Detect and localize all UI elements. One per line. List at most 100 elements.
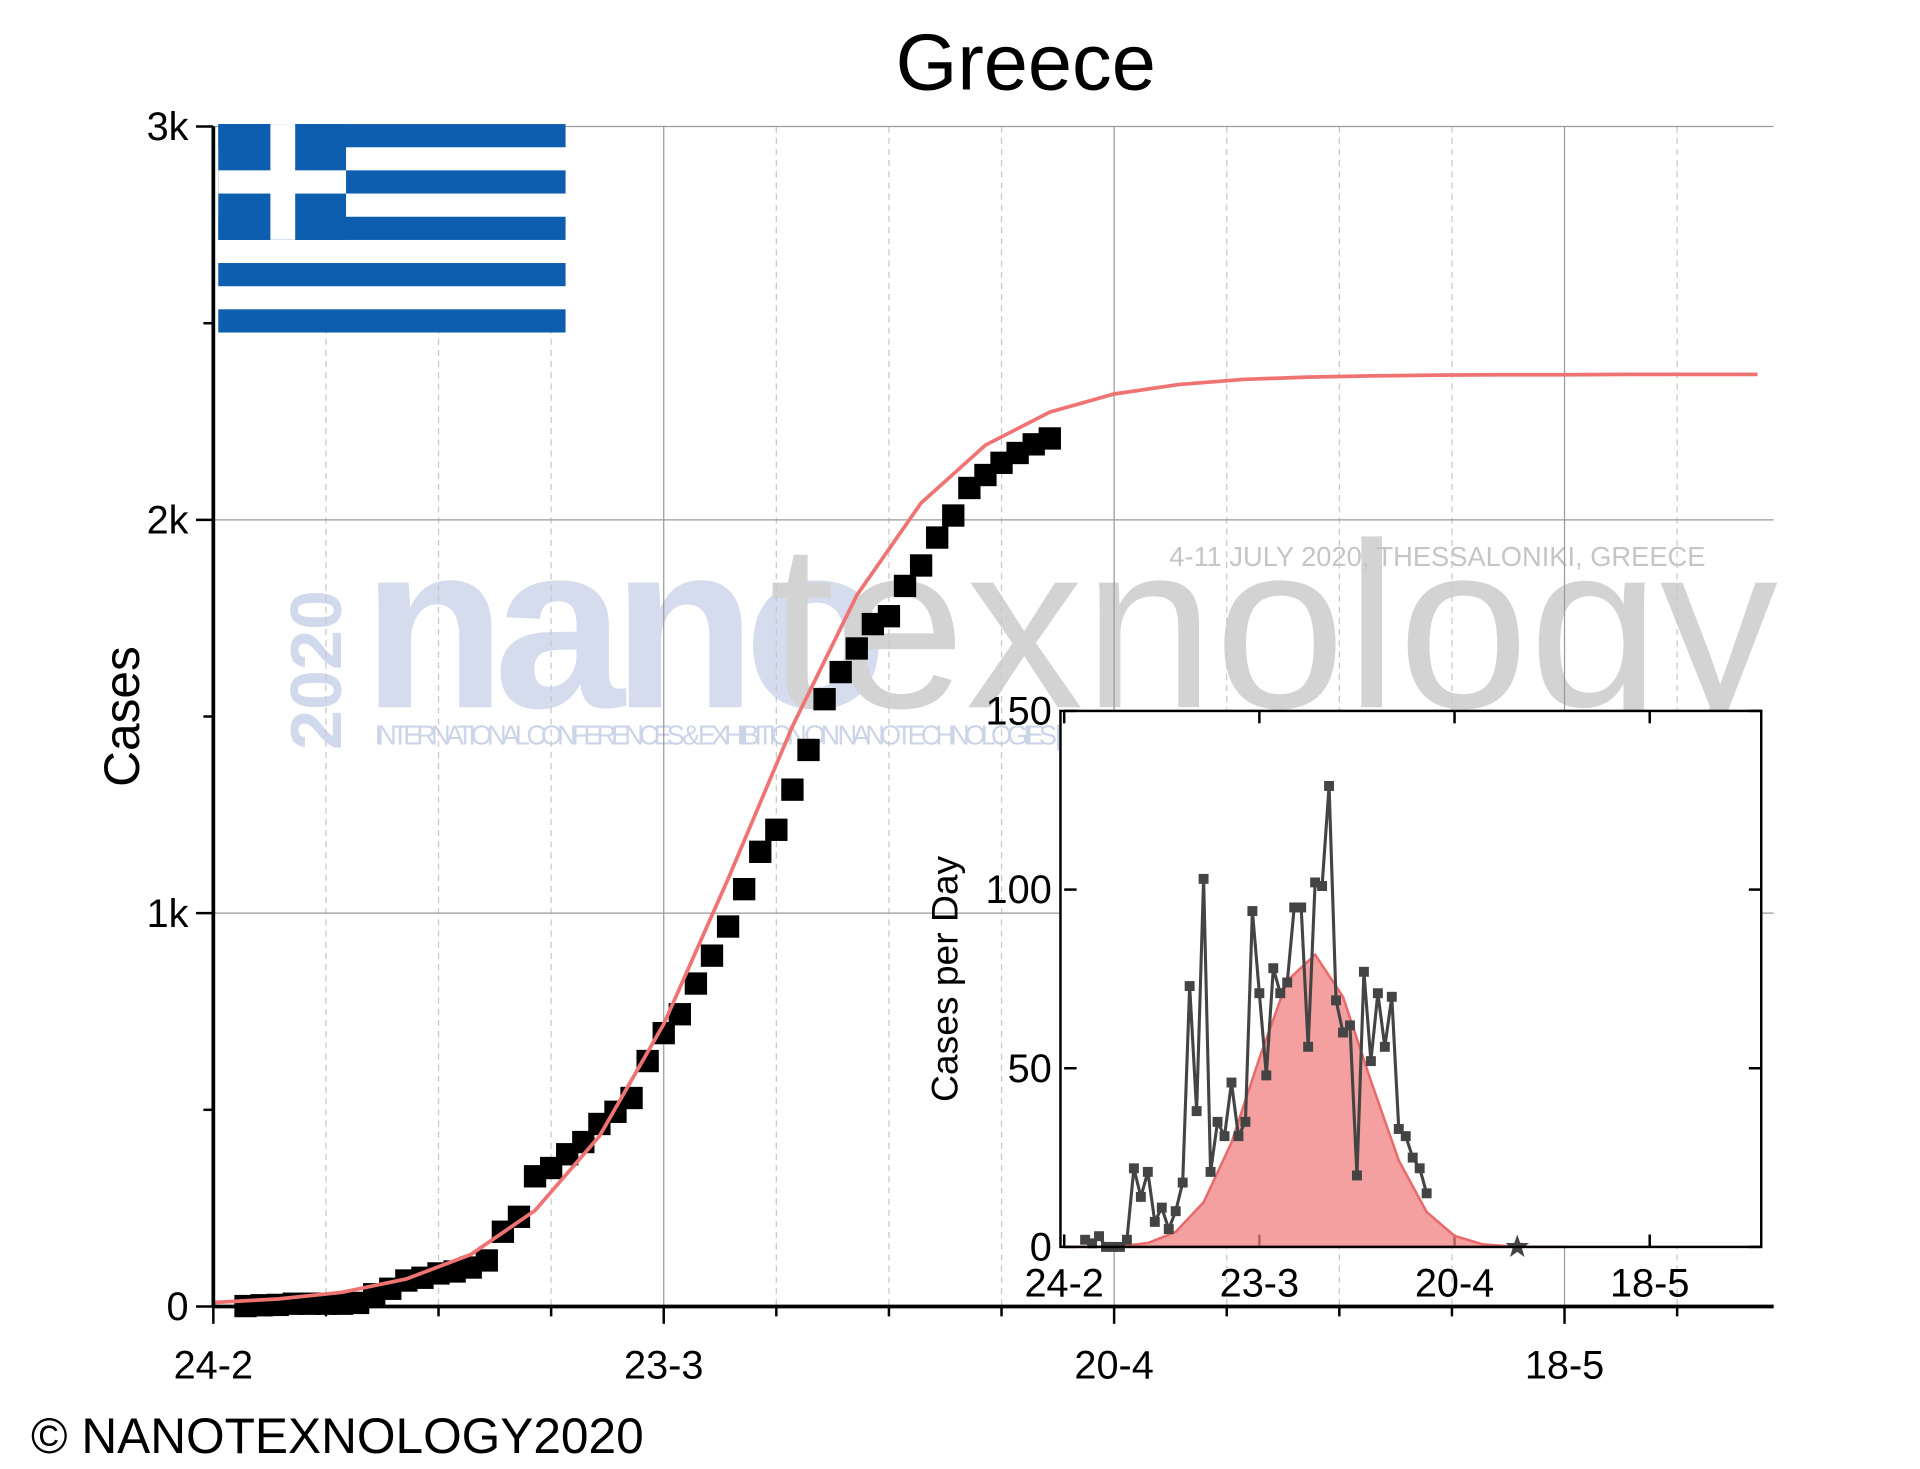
data-point bbox=[1400, 1131, 1411, 1142]
data-point bbox=[1240, 1116, 1251, 1127]
data-point bbox=[829, 660, 852, 684]
data-point bbox=[797, 738, 820, 762]
data-point bbox=[1163, 1224, 1174, 1235]
data-point bbox=[652, 1021, 675, 1045]
data-point bbox=[700, 944, 724, 967]
data-point bbox=[1205, 1166, 1216, 1177]
data-point bbox=[1351, 1170, 1362, 1181]
x-tick-label: 23-3 bbox=[624, 1343, 703, 1387]
plots: 24-2 23-3 20-4 18-5 0 1k 2k 3k Cases 24-2 23-3 20-4… bbox=[94, 105, 1774, 1387]
data-point bbox=[1317, 881, 1328, 891]
watermark-dates: 4-11 JULY 2020, THESSALONIKI, GREECE bbox=[1169, 541, 1705, 572]
y-tick-label: 1k bbox=[147, 892, 189, 936]
data-point bbox=[716, 915, 740, 938]
data-point bbox=[1184, 981, 1195, 992]
data-point bbox=[1149, 1216, 1160, 1227]
data-point bbox=[942, 504, 965, 527]
data-point bbox=[1198, 873, 1209, 884]
data-point bbox=[1247, 906, 1258, 916]
data-point bbox=[1087, 1238, 1098, 1249]
data-point bbox=[1407, 1152, 1418, 1163]
data-point bbox=[684, 972, 708, 995]
data-point bbox=[893, 574, 917, 598]
inset-chart: 24-2 23-3 20-4 18-5 0 50 100 150 Cases per Day bbox=[924, 690, 1763, 1306]
y-tick-label: 3k bbox=[147, 105, 189, 149]
data-point bbox=[1282, 977, 1293, 988]
data-point bbox=[1094, 1231, 1104, 1242]
x-tick-label: 23-3 bbox=[1220, 1262, 1299, 1306]
data-point bbox=[1268, 963, 1279, 974]
data-point bbox=[1212, 1116, 1223, 1127]
data-point bbox=[1170, 1206, 1181, 1217]
data-point bbox=[1331, 995, 1341, 1006]
flag-cross bbox=[270, 124, 296, 240]
data-point bbox=[1191, 1106, 1202, 1117]
data-point bbox=[1275, 988, 1286, 999]
watermark-year: 2020 bbox=[277, 590, 357, 750]
chart-title: Greece bbox=[896, 17, 1156, 106]
data-point bbox=[1128, 1163, 1139, 1174]
x-tick-label: 20-4 bbox=[1074, 1343, 1153, 1387]
y-tick-label: 0 bbox=[1030, 1226, 1052, 1270]
data-point bbox=[1289, 902, 1300, 913]
data-point bbox=[1310, 877, 1321, 888]
data-point bbox=[1254, 988, 1265, 999]
data-point bbox=[909, 554, 933, 577]
x-tick-label: 24-2 bbox=[174, 1343, 253, 1387]
data-point bbox=[765, 818, 788, 841]
x-tick-label: 18-5 bbox=[1610, 1262, 1689, 1306]
y-axis-label: Cases per Day bbox=[924, 855, 966, 1101]
data-point bbox=[636, 1049, 659, 1073]
data-point bbox=[1135, 1191, 1146, 1202]
y-tick-label: 0 bbox=[166, 1285, 188, 1329]
data-point bbox=[1372, 988, 1383, 999]
data-point bbox=[475, 1249, 498, 1272]
y-tick-label: 150 bbox=[986, 690, 1052, 734]
y-tick-label: 50 bbox=[1008, 1047, 1052, 1091]
flag-stripe bbox=[218, 263, 566, 287]
x-tick-label: 24-2 bbox=[1024, 1262, 1103, 1306]
x-tick-label: 20-4 bbox=[1415, 1262, 1494, 1306]
data-point bbox=[1393, 1124, 1404, 1134]
data-point bbox=[1233, 1131, 1244, 1142]
watermark-nano: nano bbox=[362, 494, 879, 757]
x-tick-label: 18-5 bbox=[1525, 1343, 1604, 1387]
data-point bbox=[926, 526, 949, 549]
inset-background bbox=[1060, 710, 1762, 1247]
data-point bbox=[1226, 1077, 1237, 1088]
data-point bbox=[1379, 1041, 1390, 1052]
data-point bbox=[1177, 1177, 1188, 1188]
data-point bbox=[1156, 1202, 1167, 1213]
data-point bbox=[1414, 1163, 1425, 1174]
data-point bbox=[1358, 966, 1369, 977]
data-point bbox=[668, 1003, 691, 1026]
data-point bbox=[1303, 1041, 1314, 1052]
data-point bbox=[781, 778, 804, 801]
data-point bbox=[1219, 1131, 1230, 1142]
data-point bbox=[1261, 1070, 1272, 1081]
data-point bbox=[1296, 902, 1307, 913]
data-point bbox=[507, 1205, 531, 1228]
data-point bbox=[1421, 1188, 1432, 1199]
data-point bbox=[1345, 1020, 1355, 1031]
data-point bbox=[1121, 1234, 1132, 1245]
y-axis-label: Cases bbox=[94, 646, 150, 787]
data-point bbox=[1324, 781, 1335, 791]
y-tick-label: 2k bbox=[147, 498, 189, 542]
copyright: © NANOTEXNOLOGY2020 bbox=[31, 1408, 644, 1464]
data-line bbox=[213, 372, 1758, 1305]
data-point bbox=[845, 637, 868, 660]
flag-stripe bbox=[218, 309, 566, 333]
inset-frame bbox=[1059, 709, 1763, 1249]
data-point bbox=[749, 840, 772, 863]
flag bbox=[218, 124, 566, 333]
data-point bbox=[732, 878, 756, 901]
data-point bbox=[1038, 427, 1061, 450]
data-point bbox=[813, 688, 836, 711]
data-point bbox=[1365, 1056, 1376, 1067]
data-point bbox=[1080, 1234, 1091, 1245]
data-point bbox=[1338, 1027, 1348, 1038]
data-point bbox=[877, 605, 901, 628]
